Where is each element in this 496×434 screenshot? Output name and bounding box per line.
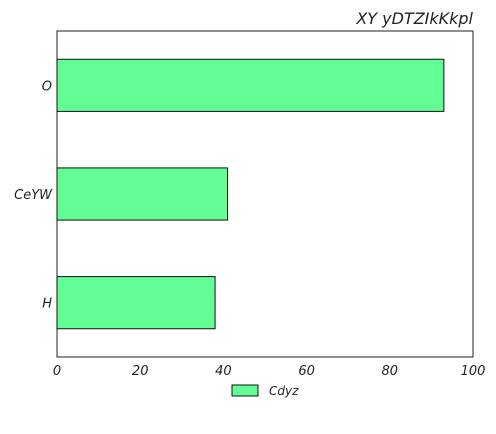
y-tick-label: H [42,297,52,312]
legend: Cdyz [231,384,299,398]
x-tick-label: 80 [382,364,399,379]
chart-title: XY yDTZIkKkpl [355,9,473,28]
x-tick-label: 20 [132,364,149,379]
x-tick-label: 100 [461,364,486,379]
x-tick-label: 0 [53,364,61,379]
y-tick-label: O [42,79,52,94]
legend-swatch [231,384,259,397]
bar-h [56,276,216,330]
x-tick-label: 60 [298,364,315,379]
bar-ceyw [56,167,229,221]
legend-label: Cdyz [269,384,299,398]
y-tick-labels: O CeYW H [14,79,53,311]
y-tick-label: CeYW [14,188,53,203]
x-tick-labels: 0 20 40 60 80 100 [53,364,486,379]
x-tick-label: 40 [215,364,232,379]
bars-group [56,58,445,330]
bar-o [56,58,445,112]
